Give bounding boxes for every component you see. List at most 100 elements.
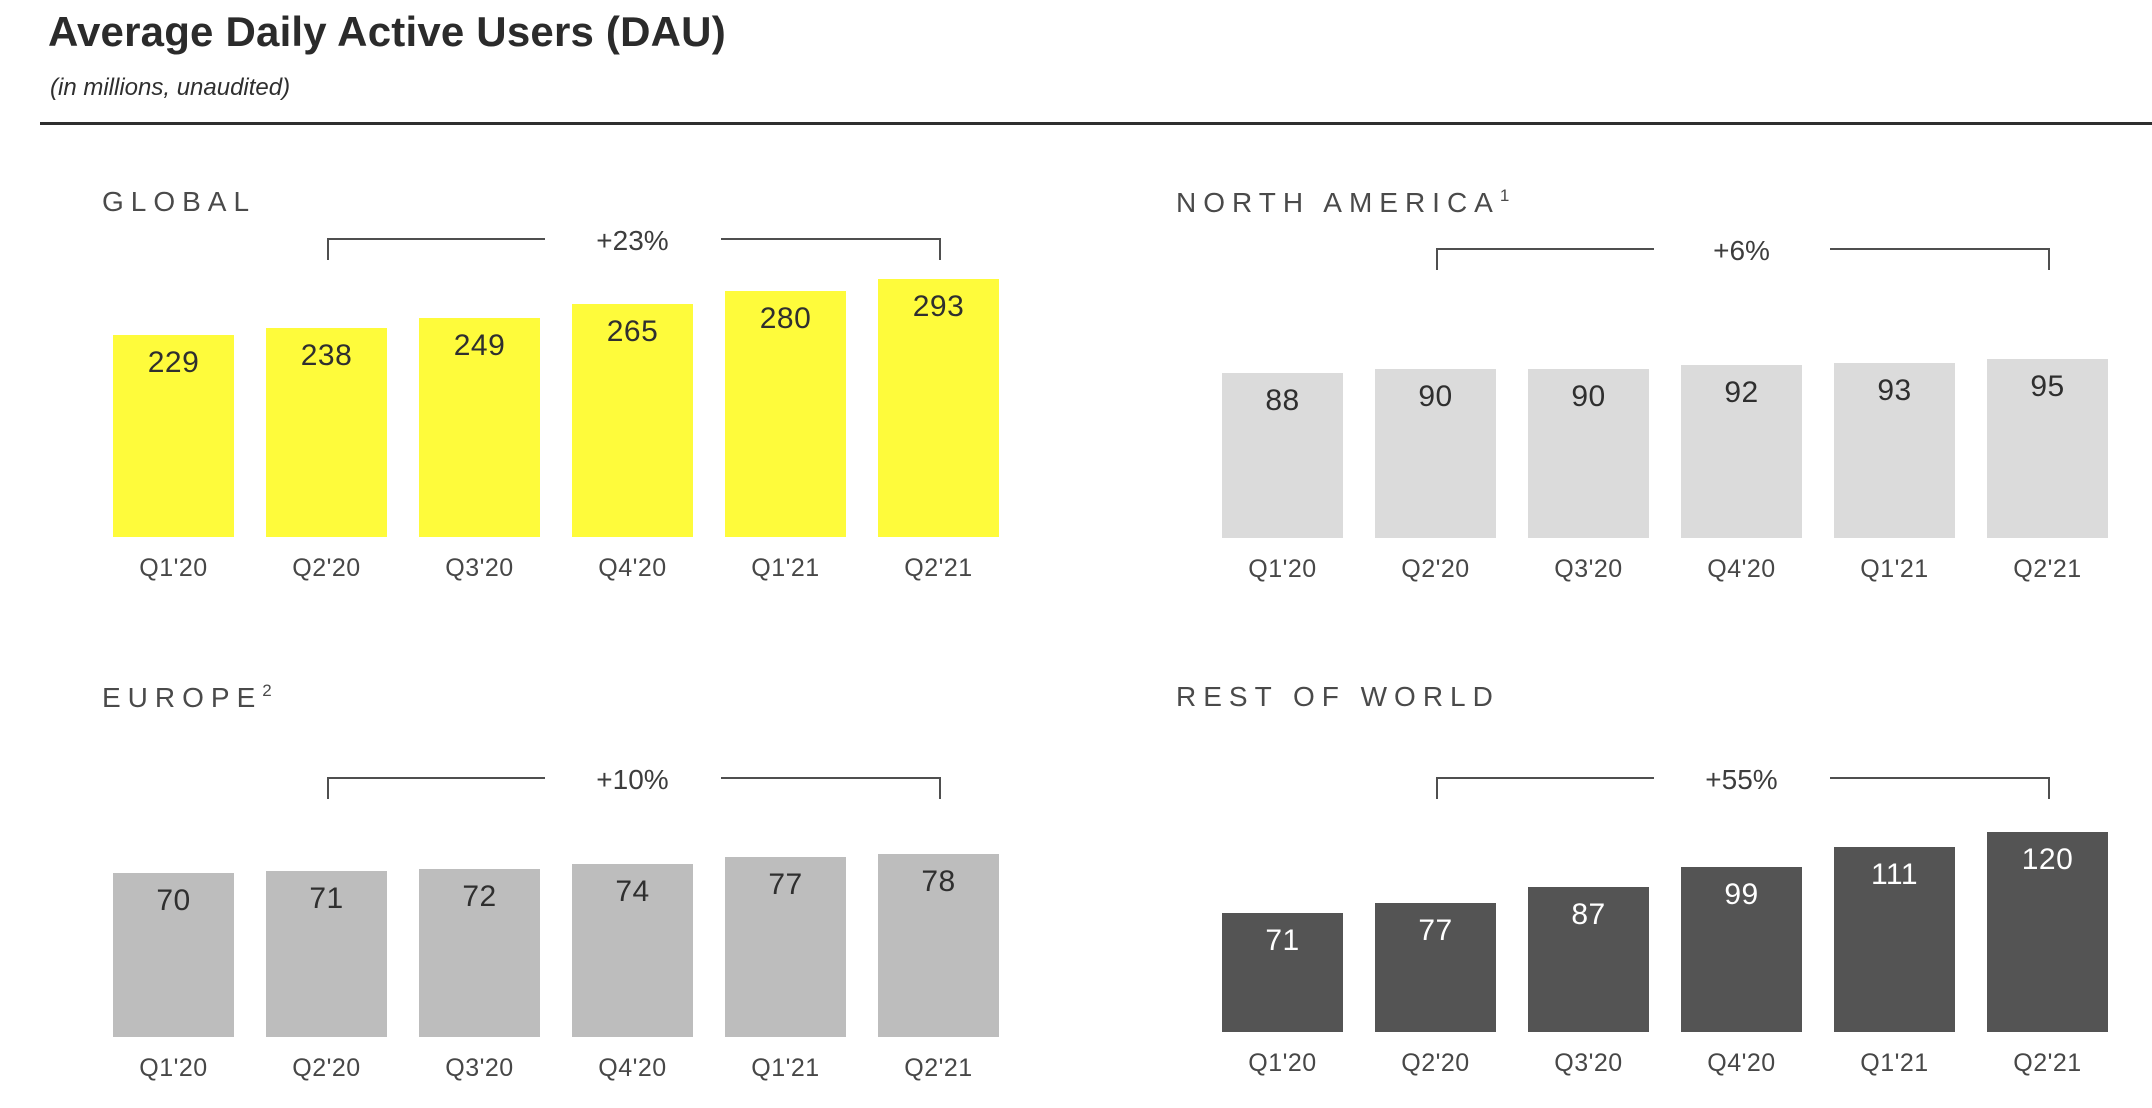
x-axis-label: Q2'21 xyxy=(904,554,973,582)
section-title-europe: EUROPE2 xyxy=(102,681,272,714)
growth-bracket-tick-left xyxy=(1435,248,1438,270)
page-title: Average Daily Active Users (DAU) xyxy=(48,8,726,55)
bar-value-label: 74 xyxy=(615,875,650,908)
section-title-rest-of-world: REST OF WORLD xyxy=(1176,681,1500,713)
bar-value-label: 92 xyxy=(1724,376,1759,409)
x-axis-label: Q4'20 xyxy=(1707,1049,1776,1077)
x-axis-label: Q2'20 xyxy=(1401,1049,1470,1077)
bar-global-Q2'20 xyxy=(266,328,387,537)
x-axis-label: Q2'21 xyxy=(2013,555,2082,583)
bar-global-Q2'21 xyxy=(878,279,999,537)
bar-value-label: 249 xyxy=(453,329,506,362)
title-divider xyxy=(40,122,2152,125)
bar-value-label: 78 xyxy=(921,865,956,898)
x-axis-label: Q3'20 xyxy=(445,1054,514,1082)
growth-bracket-line-left xyxy=(326,238,545,240)
growth-bracket-tick-right xyxy=(2047,777,2050,799)
bar-value-label: 87 xyxy=(1571,898,1606,931)
x-axis-label: Q2'20 xyxy=(292,1054,361,1082)
growth-bracket-line-left xyxy=(326,777,545,779)
growth-bracket-tick-right xyxy=(2047,248,2050,270)
bar-value-label: 93 xyxy=(1877,374,1912,407)
bar-rest-of-world-Q4'20 xyxy=(1681,867,1802,1032)
x-axis-label: Q1'20 xyxy=(139,1054,208,1082)
section-title-text: REST OF WORLD xyxy=(1176,681,1500,712)
x-axis-label: Q4'20 xyxy=(598,554,667,582)
x-axis-label: Q1'21 xyxy=(1860,1049,1929,1077)
bar-value-label: 72 xyxy=(462,880,497,913)
growth-bracket-line-right xyxy=(720,238,941,240)
bar-europe-Q1'21 xyxy=(725,857,846,1037)
bar-rest-of-world-Q2'21 xyxy=(1987,832,2108,1032)
bar-europe-Q2'20 xyxy=(266,871,387,1037)
x-axis-label: Q2'20 xyxy=(292,554,361,582)
bar-europe-Q1'20 xyxy=(113,873,234,1037)
section-title-text: NORTH AMERICA xyxy=(1176,187,1500,218)
bar-north-america-Q2'20 xyxy=(1375,369,1496,538)
growth-bracket-tick-left xyxy=(1435,777,1438,799)
bar-value-label: 90 xyxy=(1418,380,1453,413)
x-axis-label: Q1'21 xyxy=(1860,555,1929,583)
bar-rest-of-world-Q2'20 xyxy=(1375,903,1496,1032)
growth-bracket-tick-left xyxy=(326,238,329,260)
growth-bracket-tick-right xyxy=(938,777,941,799)
bar-global-Q1'20 xyxy=(113,335,234,537)
growth-bracket-line-right xyxy=(1829,777,2050,779)
x-axis-label: Q1'20 xyxy=(1248,555,1317,583)
bar-value-label: 77 xyxy=(768,868,803,901)
bar-value-label: 88 xyxy=(1265,384,1300,417)
bar-value-label: 111 xyxy=(1870,858,1919,891)
bar-value-label: 95 xyxy=(2030,370,2065,403)
growth-label-global: +23% xyxy=(596,225,669,256)
page-subtitle: (in millions, unaudited) xyxy=(50,74,291,101)
growth-label-north-america: +6% xyxy=(1713,235,1770,266)
bar-europe-Q2'21 xyxy=(878,854,999,1037)
section-title-footnote: 1 xyxy=(1499,186,1510,205)
bar-rest-of-world-Q3'20 xyxy=(1528,887,1649,1032)
bar-value-label: 265 xyxy=(606,315,659,348)
x-axis-label: Q3'20 xyxy=(445,554,514,582)
x-axis-label: Q2'21 xyxy=(904,1054,973,1082)
bar-value-label: 70 xyxy=(156,884,191,917)
section-title-global: GLOBAL xyxy=(102,186,256,218)
bar-europe-Q4'20 xyxy=(572,864,693,1037)
growth-bracket-line-left xyxy=(1435,248,1654,250)
growth-label-rest-of-world: +55% xyxy=(1705,764,1778,795)
bar-value-label: 120 xyxy=(2021,843,2074,876)
bar-global-Q1'21 xyxy=(725,291,846,537)
bar-north-america-Q4'20 xyxy=(1681,365,1802,538)
bar-north-america-Q2'21 xyxy=(1987,359,2108,538)
x-axis-label: Q2'20 xyxy=(1401,555,1470,583)
growth-bracket-line-left xyxy=(1435,777,1654,779)
x-axis-label: Q4'20 xyxy=(1707,555,1776,583)
x-axis-label: Q1'21 xyxy=(751,554,820,582)
x-axis-label: Q2'21 xyxy=(2013,1049,2082,1077)
growth-label-europe: +10% xyxy=(596,764,669,795)
growth-bracket-tick-left xyxy=(326,777,329,799)
bar-value-label: 71 xyxy=(1265,924,1300,957)
growth-bracket-line-right xyxy=(1829,248,2050,250)
bar-north-america-Q1'20 xyxy=(1222,373,1343,538)
bar-north-america-Q1'21 xyxy=(1834,363,1955,538)
bar-value-label: 77 xyxy=(1418,914,1453,947)
x-axis-label: Q4'20 xyxy=(598,1054,667,1082)
bar-value-label: 90 xyxy=(1571,380,1606,413)
growth-bracket-line-right xyxy=(720,777,941,779)
x-axis-label: Q1'21 xyxy=(751,1054,820,1082)
bar-value-label: 71 xyxy=(309,882,344,915)
bar-rest-of-world-Q1'21 xyxy=(1834,847,1955,1032)
bar-value-label: 238 xyxy=(300,339,353,372)
bar-global-Q4'20 xyxy=(572,304,693,537)
bar-europe-Q3'20 xyxy=(419,869,540,1037)
section-title-text: GLOBAL xyxy=(102,186,257,217)
x-axis-label: Q3'20 xyxy=(1554,555,1623,583)
x-axis-label: Q1'20 xyxy=(139,554,208,582)
section-title-north-america: NORTH AMERICA1 xyxy=(1176,186,1509,219)
bar-rest-of-world-Q1'20 xyxy=(1222,913,1343,1032)
section-title-footnote: 2 xyxy=(262,681,272,700)
x-axis-label: Q3'20 xyxy=(1554,1049,1623,1077)
bar-value-label: 280 xyxy=(759,302,812,335)
bar-value-label: 99 xyxy=(1724,878,1759,911)
x-axis-label: Q1'20 xyxy=(1248,1049,1317,1077)
